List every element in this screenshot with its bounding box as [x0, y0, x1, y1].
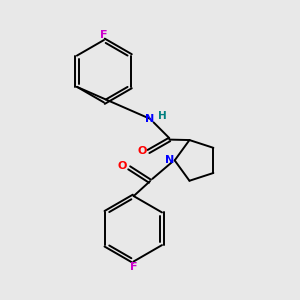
Text: O: O — [118, 161, 127, 171]
Text: O: O — [137, 146, 147, 156]
Text: H: H — [158, 111, 167, 122]
Text: F: F — [130, 262, 137, 272]
Text: F: F — [100, 30, 108, 40]
Text: N: N — [146, 114, 154, 124]
Text: N: N — [165, 155, 174, 165]
